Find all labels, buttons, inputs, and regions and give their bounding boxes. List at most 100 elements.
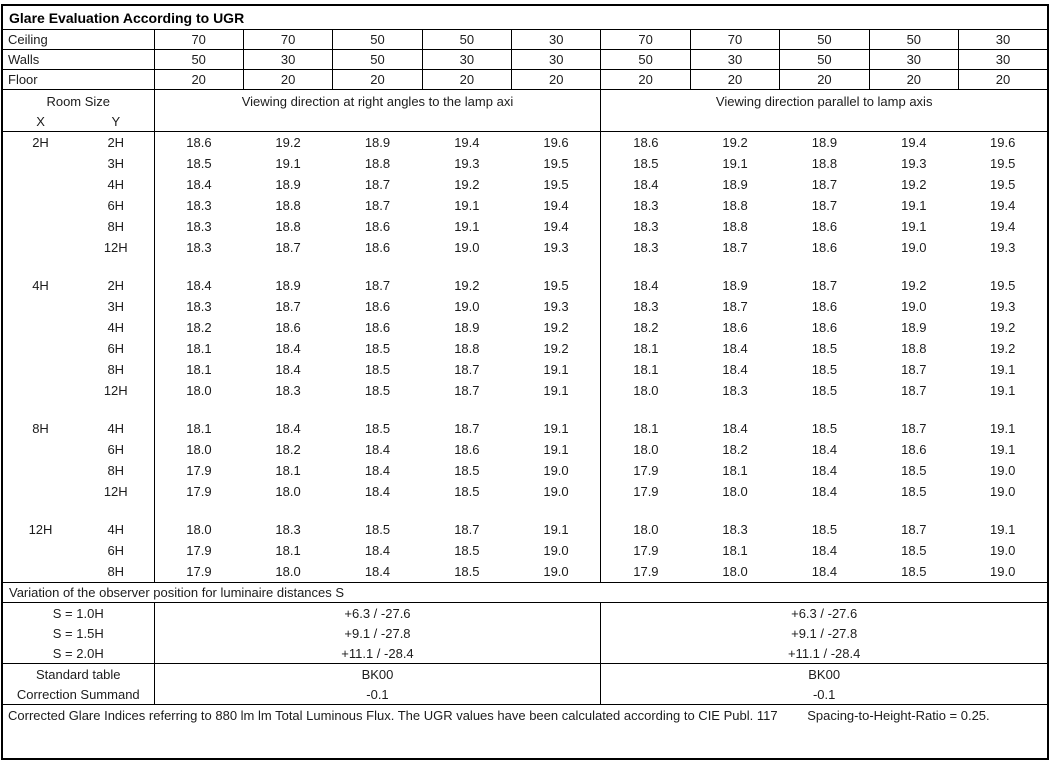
- ugr-value-right-angle: 18.8: [364, 156, 391, 171]
- ugr-value-right-angle: 18.7: [275, 240, 301, 255]
- left-viewing-direction-heading: Viewing direction at right angles to the…: [153, 89, 601, 132]
- ugr-value-right-angle: 18.7: [454, 421, 480, 436]
- surface-value: 70: [153, 29, 244, 50]
- ugr-data-row: 12H 4H 18.0 18.3 18.5 18.7 19.1 18.0 18.3 18.5 18.…: [2, 519, 1048, 540]
- ugr-value-right-angle: 19.1: [275, 156, 301, 171]
- surface-value: 50: [332, 49, 423, 70]
- ugr-value-parallel: 19.4: [990, 219, 1016, 234]
- ugr-value-right-angle: 18.3: [275, 383, 301, 398]
- ugr-value-parallel: 18.0: [600, 519, 691, 540]
- spacer-row: [2, 401, 1048, 418]
- ugr-value-right-angle: 19.0: [543, 484, 569, 499]
- ugr-data-row: 12H 17.9 18.0 18.4 18.5 19.0 17.9 18.0 18.4 18.5 1…: [2, 481, 1048, 502]
- variation-row: S = 1.0H +6.3 / -27.6 +6.3 / -27.6: [2, 602, 1048, 623]
- ugr-value-parallel: 18.0: [600, 439, 691, 460]
- ugr-value-parallel: 18.5: [811, 421, 838, 436]
- room-x-value: 12H: [28, 522, 53, 537]
- ugr-value-parallel: 19.2: [990, 320, 1016, 335]
- surface-row: Floor 20 20 20 20 20 20 20 20 20 20: [1, 69, 1049, 90]
- ugr-value-right-angle: 18.5: [364, 383, 391, 398]
- ugr-value-parallel: 18.4: [722, 362, 748, 377]
- ugr-data-row: 8H 18.3 18.8 18.6 19.1 19.4 18.3 18.8 18.6 19.1 19…: [2, 216, 1048, 237]
- ugr-value-right-angle: 19.5: [543, 278, 569, 293]
- surface-value: 70: [689, 29, 781, 50]
- ugr-value-parallel: 19.0: [901, 240, 927, 255]
- ugr-value-right-angle: 18.1: [153, 418, 244, 439]
- spacer-cell: [153, 502, 601, 519]
- surface-value: 50: [779, 29, 870, 50]
- footer-note: Corrected Glare Indices referring to 880…: [8, 708, 778, 723]
- surface-value: 30: [958, 49, 1049, 70]
- ugr-value-right-angle: 18.5: [454, 543, 480, 558]
- room-x-value: [2, 359, 78, 380]
- ugr-value-right-angle: 18.6: [153, 131, 244, 153]
- ugr-data-row: 3H 18.5 19.1 18.8 19.3 19.5 18.5 19.1 18.8 19.3 19…: [2, 153, 1048, 174]
- ugr-value-parallel: 19.6: [990, 135, 1016, 150]
- column-header-section: Room Size X Y Viewing direction at right…: [2, 89, 1048, 132]
- surface-label: Walls: [1, 49, 155, 70]
- surface-value: 50: [868, 29, 960, 50]
- ugr-value-parallel: 18.1: [722, 463, 748, 478]
- ugr-value-right-angle: 18.7: [364, 198, 391, 213]
- room-y-value: 4H: [107, 177, 125, 192]
- summary-value-right: -0.1: [600, 684, 1048, 705]
- ugr-value-parallel: 18.4: [811, 463, 838, 478]
- ugr-values-section: 2H 2H 18.6 19.2 18.9 19.4 19.6 18.6 19.2 18.9 19.4…: [2, 131, 1048, 583]
- room-x-value: [2, 153, 78, 174]
- ugr-value-parallel: 18.9: [722, 278, 748, 293]
- surface-value: 20: [689, 69, 781, 90]
- ugr-value-right-angle: 19.3: [543, 240, 569, 255]
- ugr-data-row: 8H 4H 18.1 18.4 18.5 18.7 19.1 18.1 18.4 18.5 18.7…: [2, 418, 1048, 439]
- ugr-value-right-angle: 19.1: [543, 383, 569, 398]
- summary-section: Standard table BK00 BK00 Correction Summand…: [2, 663, 1048, 705]
- surface-value: 70: [242, 29, 334, 50]
- room-x-value: 2H: [32, 135, 49, 150]
- ugr-value-parallel: 18.4: [600, 275, 691, 296]
- footer-spacing-ratio: Spacing-to-Height-Ratio = 0.25.: [807, 708, 990, 723]
- ugr-value-right-angle: 18.9: [454, 320, 480, 335]
- ugr-value-right-angle: 19.1: [543, 362, 569, 377]
- room-y-value: 3H: [107, 156, 125, 171]
- ugr-data-row: 12H 18.3 18.7 18.6 19.0 19.3 18.3 18.7 18.6 19.0 1…: [2, 237, 1048, 258]
- spacer-cell: [153, 258, 601, 275]
- ugr-value-right-angle: 18.4: [364, 442, 391, 457]
- ugr-value-parallel: 18.3: [600, 296, 691, 317]
- ugr-value-parallel: 18.4: [811, 442, 838, 457]
- ugr-value-parallel: 19.2: [901, 177, 927, 192]
- ugr-value-parallel: 18.5: [901, 484, 927, 499]
- ugr-value-parallel: 18.5: [901, 564, 927, 579]
- room-y-value: 3H: [107, 299, 125, 314]
- ugr-value-right-angle: 19.0: [543, 463, 569, 478]
- ugr-value-parallel: 19.4: [901, 135, 927, 150]
- ugr-value-parallel: 18.7: [722, 240, 748, 255]
- ugr-value-right-angle: 18.5: [364, 362, 391, 377]
- ugr-value-parallel: 19.0: [901, 299, 927, 314]
- room-size-header: Room Size X Y: [2, 89, 154, 132]
- variation-label: S = 1.5H: [52, 625, 104, 641]
- spacer-cell: [2, 258, 154, 275]
- ugr-value-right-angle: 18.3: [153, 296, 244, 317]
- surface-value: 20: [421, 69, 513, 90]
- ugr-value-right-angle: 17.9: [153, 460, 244, 481]
- x-column-label: X: [36, 114, 45, 129]
- ugr-value-parallel: 18.6: [811, 299, 838, 314]
- title-row: Glare Evaluation According to UGR: [2, 5, 1048, 30]
- spacer-cell: [153, 401, 601, 418]
- ugr-value-right-angle: 18.2: [153, 317, 244, 338]
- surface-label: Floor: [1, 69, 155, 90]
- room-x-value: [2, 317, 78, 338]
- ugr-value-right-angle: 19.1: [543, 522, 569, 537]
- xy-labels: X Y: [3, 114, 154, 129]
- ugr-value-parallel: 19.4: [990, 198, 1016, 213]
- ugr-data-row: 6H 17.9 18.1 18.4 18.5 19.0 17.9 18.1 18.4 18.5 19…: [2, 540, 1048, 561]
- room-x-value: [2, 237, 78, 258]
- ugr-data-row: 4H 18.2 18.6 18.6 18.9 19.2 18.2 18.6 18.6 18.9 19…: [2, 317, 1048, 338]
- observer-variation-section: S = 1.0H +6.3 / -27.6 +6.3 / -27.6 S = 1.5H…: [2, 602, 1048, 664]
- summary-row: Standard table BK00 BK00: [2, 663, 1048, 684]
- ugr-value-parallel: 18.9: [722, 177, 748, 192]
- room-x-value: [2, 561, 78, 583]
- ugr-value-right-angle: 19.0: [543, 564, 569, 579]
- ugr-value-right-angle: 18.6: [364, 219, 391, 234]
- ugr-value-right-angle: 18.5: [153, 153, 244, 174]
- room-x-value: [2, 174, 78, 195]
